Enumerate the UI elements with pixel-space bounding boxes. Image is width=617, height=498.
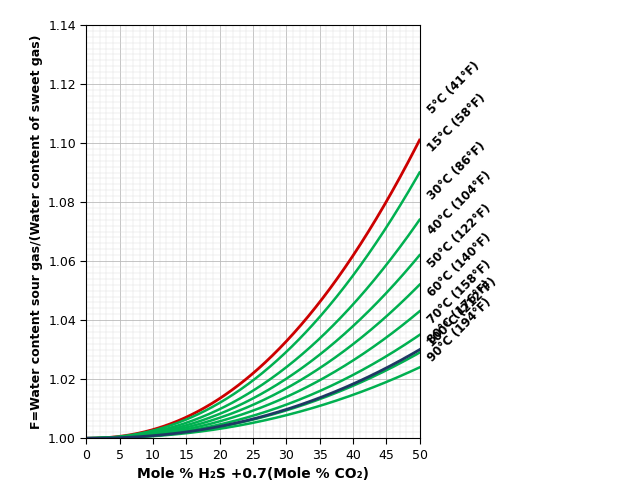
Text: 100°C (212°F): 100°C (212°F) <box>425 275 499 350</box>
Text: 80°C (176°F): 80°C (176°F) <box>425 278 494 347</box>
Text: 60°C (140°F): 60°C (140°F) <box>425 231 494 299</box>
Text: 15°C (58°F): 15°C (58°F) <box>425 92 488 155</box>
Text: 70°C (158°F): 70°C (158°F) <box>425 257 494 326</box>
Text: 90°C (194°F): 90°C (194°F) <box>425 296 494 365</box>
Y-axis label: F=Water content sour gas/(Water content of sweet gas): F=Water content sour gas/(Water content … <box>30 34 43 429</box>
X-axis label: Mole % H₂S +0.7(Mole % CO₂): Mole % H₂S +0.7(Mole % CO₂) <box>137 467 369 481</box>
Text: 5°C (41°F): 5°C (41°F) <box>425 59 482 117</box>
Text: 40°C (104°F): 40°C (104°F) <box>425 169 494 238</box>
Text: 30°C (86°F): 30°C (86°F) <box>425 139 487 202</box>
Text: 50°C (122°F): 50°C (122°F) <box>425 202 494 270</box>
